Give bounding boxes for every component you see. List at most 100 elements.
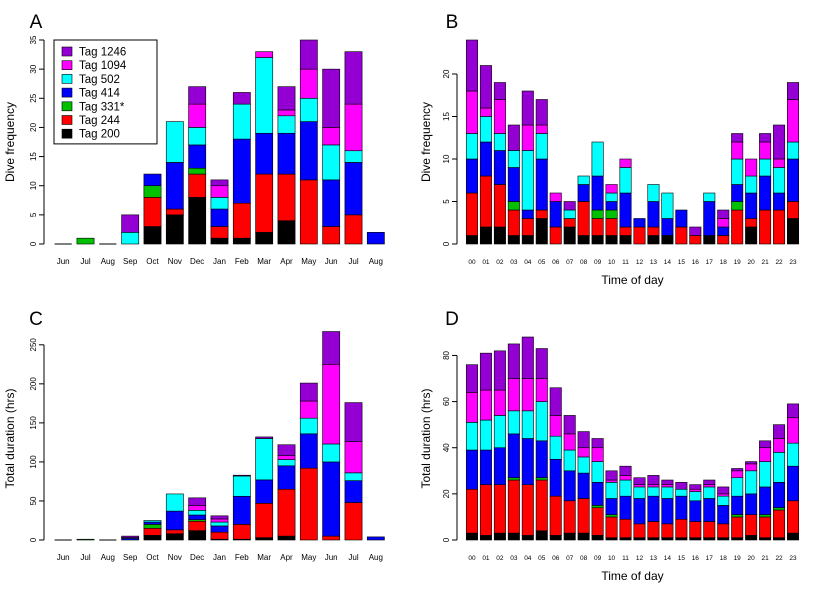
x-tick-label: Oct [146,553,159,562]
bar-tag-200 [165,214,184,245]
bar-tag-244 [165,529,184,535]
bar-tag-414 [549,201,562,228]
bar-tag-502 [675,488,688,497]
bar-tag-1246 [344,51,363,105]
bar-tag-1094 [277,109,296,117]
x-tick-label: 02 [496,259,504,266]
bar-tag-414 [731,184,744,202]
bar-tag-1246 [465,364,478,393]
bar-tag-244 [521,484,534,536]
y-tick-label: 80 [442,350,451,359]
bar-tag-1246 [647,475,660,485]
bar-tag-1094 [731,470,744,479]
bar-tag-414 [344,162,363,216]
bar-tag-331 [731,514,744,518]
x-tick-label: Feb [235,257,249,266]
bar-tag-200 [577,235,590,245]
bar-tag-244 [577,498,590,534]
bar-tag-244 [661,523,674,538]
x-tick-label: Aug [369,553,383,562]
y-tick-label: 0 [29,241,38,246]
bar-tag-244 [731,209,744,245]
bar-tag-414 [647,201,660,228]
panel-a: A 0 5 10 15 20 25 30 35 Dive frequency Jun Jul Aug Se… [3,12,385,266]
x-tick-label: 20 [748,555,756,562]
bar-tag-200 [703,537,716,541]
bar-tag-1246 [675,482,688,490]
bar-tag-1246 [605,470,618,481]
bar-tag-502 [577,175,590,185]
bar-tag-1246 [188,86,207,105]
x-tick-label: 18 [720,259,728,266]
bar-tag-502 [344,150,363,163]
bar-tag-1246 [210,515,229,520]
bar-tag-502 [493,415,506,449]
bar-tag-244 [773,509,786,538]
bar-tag-414 [165,162,184,210]
x-tick-label: 06 [552,555,560,562]
x-tick-label: 10 [608,555,616,562]
y-tick-label: 5 [442,199,451,204]
x-tick-label: 11 [622,259,629,266]
y-tick-label: 20 [29,122,38,131]
x-tick-label: Nov [168,257,182,266]
bar-tag-414 [188,514,207,521]
bar-tag-502 [647,486,660,497]
bar-tag-244 [210,226,229,239]
bar-tag-1094 [188,103,207,128]
x-tick-label: May [301,257,316,266]
bar-tag-200 [619,235,632,245]
x-tick-label: Jan [213,553,226,562]
bar-tag-200 [661,235,674,245]
bar-tag-502 [255,57,274,134]
bar-tag-1094 [507,378,520,412]
bar-tag-200 [277,535,296,541]
y-tick-label: 0 [29,537,38,542]
bar-tag-1094 [277,455,296,460]
y-tick-label: 15 [29,152,38,161]
x-tick-label: Jun [325,553,338,562]
x-tick-label: 22 [775,259,783,266]
bar-tag-1246 [661,479,674,485]
bar-tag-414 [675,495,688,520]
bar-tag-414 [493,447,506,485]
bar-tag-200 [647,537,660,541]
bar-tag-414 [465,449,478,490]
bar-tag-1246 [255,436,274,439]
bar-tag-502 [773,167,786,194]
bar-tag-200 [210,237,229,245]
y-tick-label: 10 [29,181,38,190]
bar-tag-502 [493,133,506,151]
x-tick-label: Jul [80,257,90,266]
bar-tag-244 [232,524,251,540]
bar-tag-414 [143,173,162,187]
bar-tag-331 [76,237,95,245]
bar-tag-244 [255,502,274,538]
bar-tag-200 [591,235,604,245]
bar-tag-414 [479,141,492,177]
bar-tag-244 [344,214,363,245]
bar-tag-200 [759,537,772,541]
x-tick-label: 07 [566,259,574,266]
legend-label: Tag 244 [79,115,121,127]
bar-tag-244 [717,523,730,538]
bar-tag-1246 [591,438,604,449]
bar-tag-244 [619,518,632,538]
bar-tag-1246 [465,39,478,92]
y-tick-label: 15 [442,112,451,121]
bar-tag-1246 [507,343,520,379]
y-tick-label: 100 [29,455,38,469]
bar-tag-1094 [210,185,229,198]
bar-tag-502 [591,141,604,177]
bar-tag-414 [591,175,604,211]
bar-tag-502 [787,141,800,160]
bar-tag-414 [787,158,800,202]
x-tick-label: 13 [650,555,658,562]
bar-tag-1094 [717,218,730,228]
bar-tag-200 [535,218,548,245]
legend-label: Tag 502 [79,74,120,86]
bar-tag-502 [549,435,562,460]
x-tick-label: 02 [496,555,504,562]
